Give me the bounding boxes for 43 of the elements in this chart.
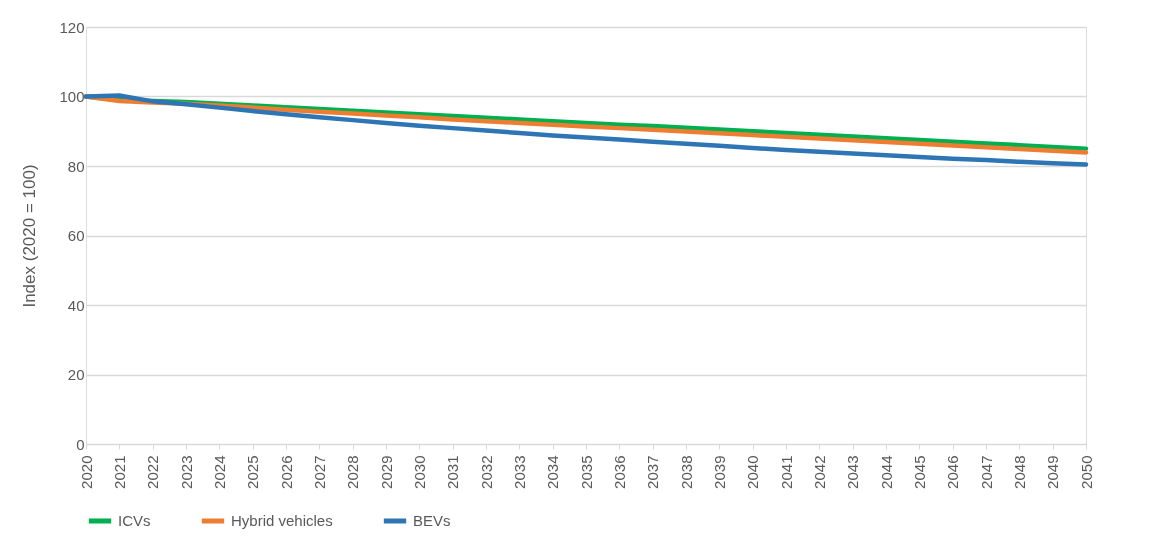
line-series — [83, 93, 1089, 167]
x-tick-label: 2023 — [177, 455, 195, 489]
x-tick-label: 2045 — [910, 455, 928, 489]
x-tick-label: 2027 — [310, 455, 328, 489]
y-tick-label: 40 — [67, 296, 85, 314]
legend-label: BEVs — [413, 512, 451, 529]
x-tick-label: 2026 — [277, 455, 295, 489]
x-tick-label: 2021 — [110, 455, 128, 489]
y-tick-label: 20 — [67, 366, 85, 383]
x-tick-label: 2040 — [744, 455, 762, 489]
x-tick-label: 2034 — [544, 455, 562, 489]
x-tick-label: 2042 — [810, 455, 828, 489]
y-tick-label: 60 — [67, 227, 85, 244]
y-tick-label: 0 — [76, 435, 85, 453]
x-tick-label: 2033 — [510, 455, 528, 489]
x-tick-label: 2039 — [710, 455, 728, 489]
x-tick-label: 2036 — [610, 455, 628, 489]
x-tick-label: 2028 — [344, 455, 362, 489]
x-tick-label: 2024 — [210, 455, 228, 489]
x-tick-label: 2035 — [577, 455, 595, 489]
x-tick-label: 2032 — [477, 455, 495, 489]
y-axis-title: Index (2020 = 100) — [20, 164, 40, 308]
x-tick-label: 2041 — [777, 455, 795, 489]
y-tick-label: 100 — [59, 88, 85, 105]
x-tick-label: 2048 — [1010, 455, 1028, 489]
legend-label: ICVs — [118, 512, 151, 529]
x-tick-label: 2046 — [944, 455, 962, 489]
x-tick-label: 2031 — [444, 455, 462, 489]
x-tick-label: 2022 — [144, 455, 162, 489]
x-tick-label: 2050 — [1077, 455, 1095, 489]
x-tick-label: 2047 — [977, 455, 995, 489]
y-tick-label: 80 — [67, 157, 85, 175]
x-tick-label: 2049 — [1044, 455, 1062, 489]
x-tick-label: 2038 — [677, 455, 695, 489]
x-tick-label: 2020 — [77, 455, 95, 489]
x-tick-label: 2037 — [644, 455, 662, 489]
y-tick-label: 120 — [59, 18, 85, 36]
x-tick-label: 2043 — [844, 455, 862, 489]
x-tick-label: 2025 — [244, 455, 262, 489]
x-tick-label: 2044 — [877, 455, 895, 489]
x-tick-label: 2030 — [410, 455, 428, 489]
x-tick-label: 2029 — [377, 455, 395, 489]
legend-label: Hybrid vehicles — [231, 512, 333, 529]
